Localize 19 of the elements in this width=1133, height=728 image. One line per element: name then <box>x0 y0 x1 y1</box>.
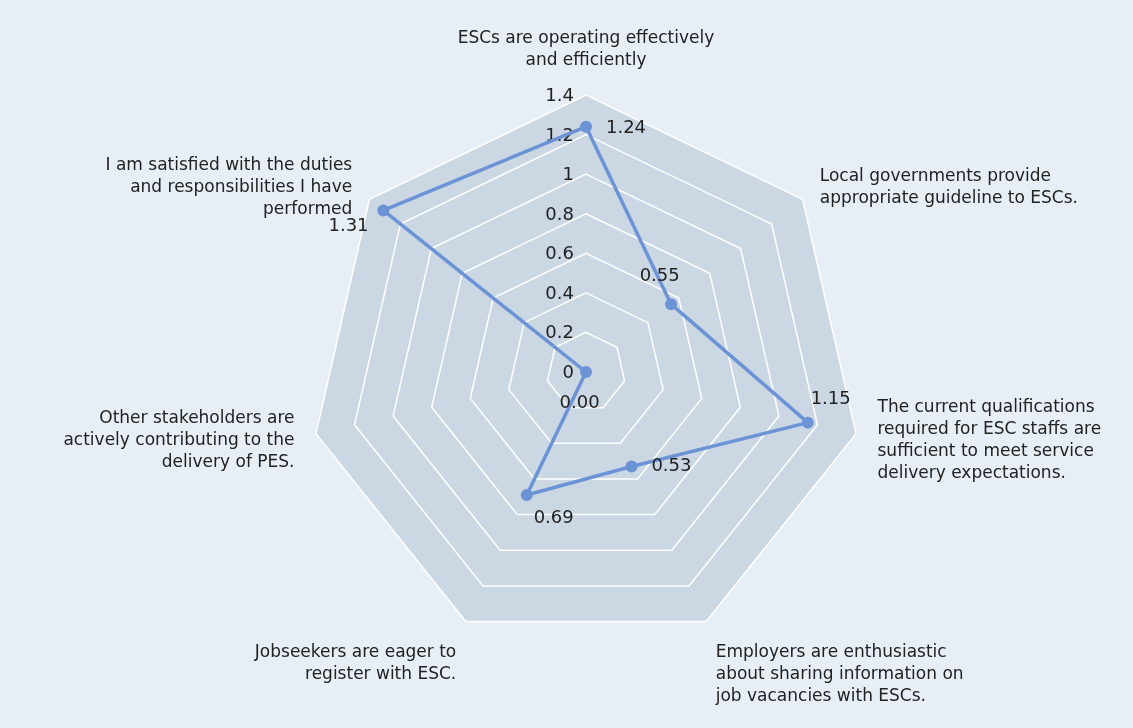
y-tick-label: 0.8 <box>545 202 574 224</box>
spoke-label: Other stakeholders are actively contributing to the delivery of PES. <box>63 406 295 471</box>
data-label: 1.15 <box>810 387 851 409</box>
spoke-label: ESCs are operating effectively and efficiently <box>457 27 715 69</box>
spoke-label: Jobseekers are eager to register with ESC. <box>253 641 457 684</box>
y-tick-label: 0 <box>562 361 574 382</box>
spoke-label: The current qualifications required for ESC staffs are sufficient to meet service delivery expectations. <box>876 395 1102 482</box>
y-tick-label: 1.4 <box>545 84 574 105</box>
data-label: 1.24 <box>605 115 647 137</box>
y-tick-label: 0.4 <box>545 281 574 303</box>
y-tick-label: 0.6 <box>545 242 574 264</box>
spoke-label: Local governments provide appropriate guideline to ESCs. <box>819 164 1078 207</box>
data-label: 0.55 <box>639 264 680 286</box>
data-label: 0.69 <box>533 506 574 528</box>
y-tick-label: 0.2 <box>545 321 574 343</box>
y-tick-label: 1 <box>562 163 574 185</box>
spoke-label: Employers are enthusiastic about sharing information on job vacancies with ESCs. <box>714 641 964 706</box>
data-label: 0.53 <box>651 453 692 475</box>
data-label: 0.00 <box>559 390 600 412</box>
